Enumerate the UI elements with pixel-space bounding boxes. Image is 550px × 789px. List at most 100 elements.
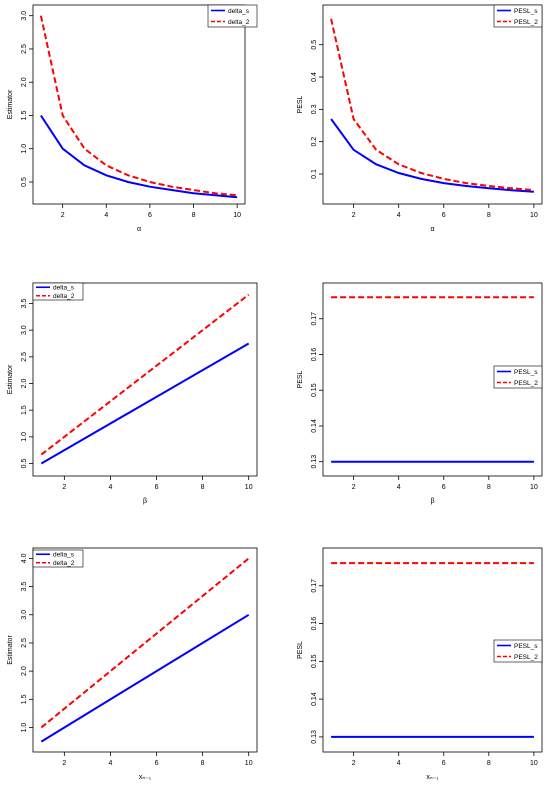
legend-label: delta_2	[228, 19, 250, 26]
y-tick-label: 3.5	[21, 299, 28, 309]
y-tick-label: 1.5	[21, 405, 28, 415]
x-tick-label: 10	[530, 212, 538, 219]
legend-label: delta_s	[53, 285, 75, 292]
legend-label: PESL_2	[514, 380, 538, 387]
x-tick-label: 2	[62, 484, 66, 491]
y-tick-label: 2.5	[21, 44, 28, 54]
x-axis-label: xₙ₋₁	[139, 774, 152, 781]
y-tick-label: 0.5	[311, 40, 318, 50]
x-tick-label: 4	[108, 760, 112, 767]
x-tick-label: 4	[397, 212, 401, 219]
y-tick-label: 1.5	[21, 694, 28, 704]
y-axis-label: PESL	[297, 95, 304, 113]
y-tick-label: 0.16	[311, 348, 318, 362]
y-axis-label: Estimator	[7, 89, 14, 119]
y-tick-label: 0.16	[311, 617, 318, 631]
x-tick-label: 4	[397, 760, 401, 767]
x-axis-label: α	[137, 226, 141, 233]
y-tick-label: 0.17	[311, 579, 318, 593]
x-tick-label: 10	[233, 212, 241, 219]
x-tick-label: 6	[442, 484, 446, 491]
y-tick-label: 0.3	[311, 104, 318, 114]
legend-label: PESL_s	[514, 369, 538, 376]
y-tick-label: 3.0	[21, 11, 28, 21]
y-tick-label: 1.0	[21, 144, 28, 154]
y-tick-label: 0.13	[311, 730, 318, 744]
y-tick-label: 2.0	[21, 77, 28, 87]
y-axis-label: PESL	[297, 370, 304, 388]
x-tick-label: 10	[245, 760, 253, 767]
panel-1: 2 4 6 8 10 0.5 1.0 1.5 2.0 2.5 3.0 α Estimator delta_…	[7, 4, 258, 233]
legend: PESL_s PESL_2	[493, 365, 543, 389]
series-line-delta-s	[40, 342, 250, 465]
series-line-pesl-2	[330, 18, 534, 192]
y-tick-label: 0.14	[311, 692, 318, 706]
panel-2: 2 4 6 8 10 0.1 0.2 0.3 0.4 0.5 α PESL PESL_s PESL_2	[297, 4, 543, 233]
y-tick-label: 2.0	[21, 666, 28, 676]
legend-label: PESL_s	[514, 643, 538, 650]
x-tick-label: 2	[352, 760, 356, 767]
legend-label: PESL_2	[514, 654, 538, 661]
x-tick-label: 8	[192, 212, 196, 219]
legend-label: delta_2	[53, 560, 75, 567]
x-tick-label: 6	[148, 212, 152, 219]
y-tick-label: 2.5	[21, 638, 28, 648]
panel-3: 2 4 6 8 10 0.5 1.0 1.5 2.0 2.5 3.0 3.5 β Estimator del…	[7, 282, 258, 505]
y-tick-label: 0.1	[311, 169, 318, 179]
x-tick-label: 8	[487, 484, 491, 491]
x-tick-label: 2	[352, 212, 356, 219]
y-tick-label: 3.0	[21, 325, 28, 335]
x-tick-label: 2	[352, 484, 356, 491]
legend-label: delta_s	[228, 8, 250, 15]
legend-label: delta_2	[53, 293, 75, 300]
x-tick-label: 4	[397, 484, 401, 491]
y-tick-label: 0.5	[21, 177, 28, 187]
x-tick-label: 10	[530, 760, 538, 767]
plot-frame	[32, 547, 258, 753]
y-tick-label: 2.5	[21, 352, 28, 362]
plot-frame	[322, 4, 543, 205]
series-line-delta-2	[39, 15, 238, 197]
series-line-delta-s	[40, 613, 250, 743]
x-axis-label: xₙ₋₁	[426, 774, 439, 781]
y-tick-label: 2.0	[21, 379, 28, 389]
x-tick-label: 8	[201, 484, 205, 491]
panel-5: 2 4 6 8 10 1.0 1.5 2.0 2.5 3.0 3.5 4.0 xₙ₋₁ Estimator…	[7, 547, 258, 781]
series-line-delta-2	[40, 557, 250, 729]
x-tick-label: 8	[201, 760, 205, 767]
y-tick-label: 1.0	[21, 432, 28, 442]
x-tick-label: 4	[108, 484, 112, 491]
x-tick-label: 10	[530, 484, 538, 491]
x-tick-label: 4	[104, 212, 108, 219]
x-tick-label: 2	[62, 760, 66, 767]
y-tick-label: 1.0	[21, 723, 28, 733]
x-tick-label: 6	[155, 760, 159, 767]
legend-label: PESL_s	[514, 8, 538, 15]
legend-label: delta_s	[53, 552, 75, 559]
y-axis-label: Estimator	[7, 364, 14, 394]
y-tick-label: 3.5	[21, 582, 28, 592]
x-tick-label: 10	[245, 484, 253, 491]
y-tick-label: 4.0	[21, 553, 28, 563]
y-tick-label: 0.15	[311, 383, 318, 397]
y-tick-label: 0.2	[311, 137, 318, 147]
legend-label: PESL_2	[514, 19, 538, 26]
x-tick-label: 2	[61, 212, 65, 219]
y-tick-label: 0.4	[311, 72, 318, 82]
y-tick-label: 0.17	[311, 312, 318, 326]
legend: PESL_s PESL_2	[493, 639, 543, 663]
series-line-pesl-s	[330, 118, 534, 193]
y-tick-label: 3.0	[21, 610, 28, 620]
y-tick-label: 1.5	[21, 111, 28, 121]
x-axis-label: α	[430, 226, 434, 233]
y-axis-label: Estimator	[7, 635, 14, 665]
y-tick-label: 0.14	[311, 419, 318, 433]
x-axis-label: β	[430, 498, 434, 505]
plot-frame	[32, 4, 246, 205]
y-tick-label: 0.15	[311, 654, 318, 668]
series-line-delta-2	[40, 293, 250, 456]
